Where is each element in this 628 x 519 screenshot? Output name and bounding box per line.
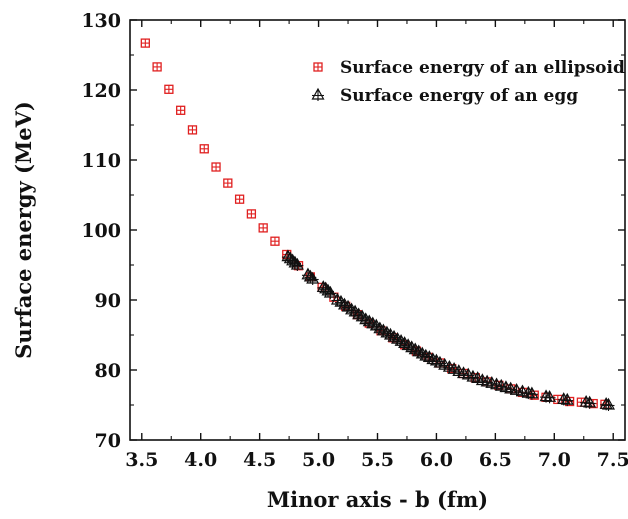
plot-frame <box>129 19 626 441</box>
x-tick-label: 5.5 <box>361 449 394 471</box>
x-tick-label: 6.0 <box>420 449 453 471</box>
egg-point <box>543 390 557 404</box>
legend-marker-1 <box>311 87 325 101</box>
x-tick-label: 7.5 <box>597 449 628 471</box>
points-layer <box>140 38 616 411</box>
egg-point <box>601 397 616 411</box>
y-tick-label: 80 <box>95 360 121 382</box>
egg-point <box>510 383 524 397</box>
egg-point <box>583 395 597 409</box>
x-tick-label: 5.0 <box>302 449 335 471</box>
ellipsoid-point <box>152 62 162 72</box>
ellipsoid-point <box>187 125 198 135</box>
ellipsoid-point <box>199 144 209 154</box>
egg-point <box>323 285 337 299</box>
y-tick-label: 100 <box>81 220 121 242</box>
y-tick-label: 70 <box>95 430 121 452</box>
egg-point <box>504 381 518 395</box>
y-tick-label: 90 <box>95 290 121 312</box>
x-tick-label: 3.5 <box>125 449 158 471</box>
y-tick-label: 130 <box>81 10 121 32</box>
x-tick-label: 4.5 <box>243 449 276 471</box>
legend: Surface energy of an ellipsoid Surface en… <box>311 58 625 106</box>
ellipsoid-point <box>164 84 174 94</box>
legend-label-1: Surface energy of an egg <box>340 86 578 106</box>
series-1 <box>281 249 616 411</box>
ellipsoid-point <box>270 236 280 246</box>
egg-point <box>515 384 529 398</box>
egg-point <box>306 271 320 285</box>
ellipsoid-point <box>140 38 150 48</box>
y-tick-label: 110 <box>81 150 121 172</box>
ellipsoid-point <box>176 105 186 115</box>
legend-label-0: Surface energy of an ellipsoid <box>340 58 625 78</box>
egg-point <box>560 392 574 407</box>
ellipsoid-point <box>258 223 268 233</box>
ellipsoid-point <box>234 194 245 204</box>
x-tick-label: 6.5 <box>479 449 512 471</box>
ellipsoid-point <box>211 162 221 172</box>
ellipsoid-point <box>246 209 257 219</box>
axes-layer: 3.5 4.0 4.5 5.0 5.5 6.0 6.5 7.0 7.5 70 80 90 100 110 1… <box>81 10 628 471</box>
x-tick-label: 4.0 <box>184 449 217 471</box>
x-axis-title: Minor axis - b (fm) <box>267 487 488 512</box>
egg-point <box>290 257 304 271</box>
ellipsoid-point <box>223 178 233 188</box>
y-tick-label: 120 <box>81 80 121 102</box>
y-axis-title: Surface energy (MeV) <box>11 101 36 359</box>
egg-point <box>525 386 539 400</box>
x-tick-label: 7.0 <box>538 449 571 471</box>
legend-marker-0 <box>313 62 323 72</box>
